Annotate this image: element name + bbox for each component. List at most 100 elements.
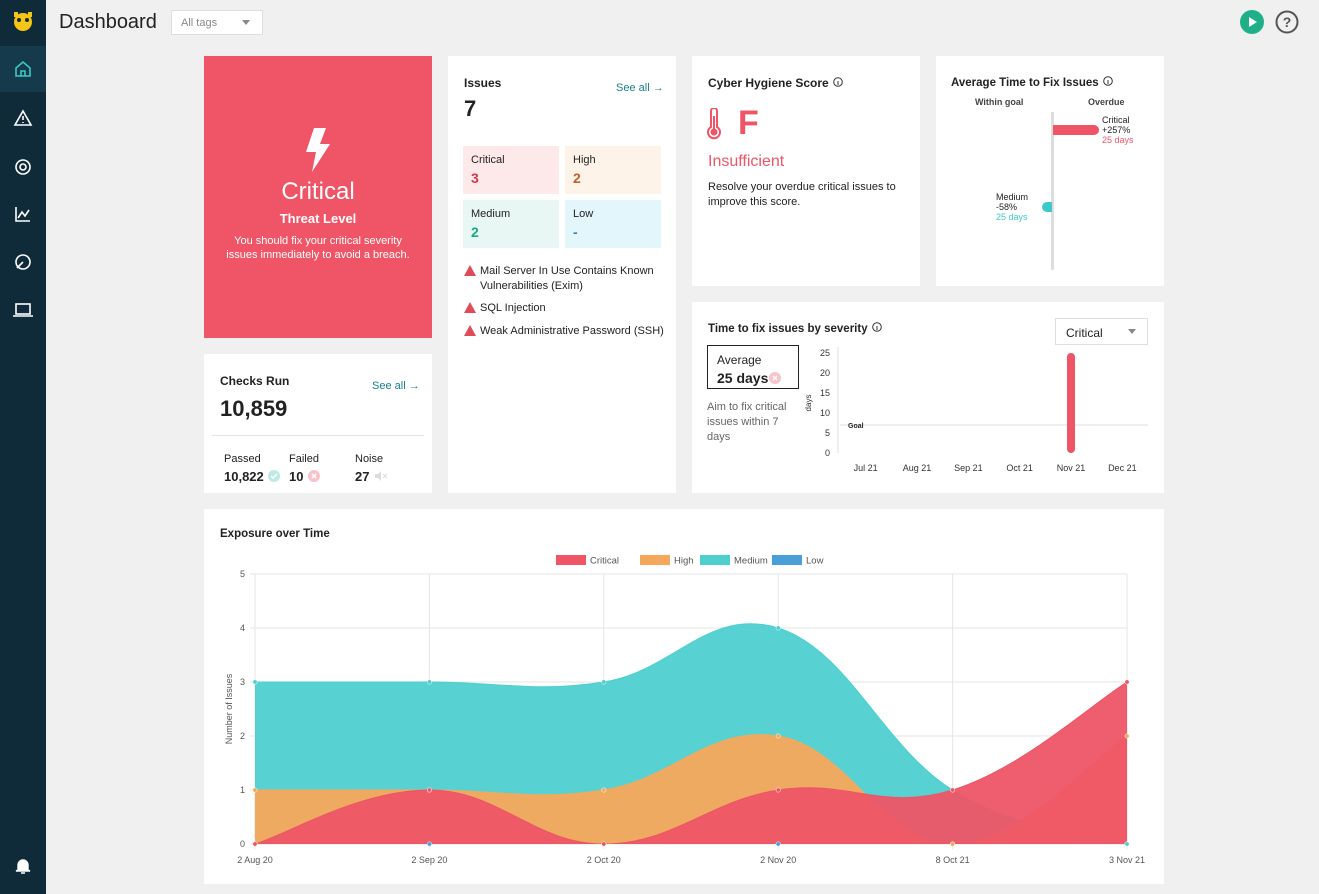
info-icon[interactable]	[832, 77, 843, 87]
check-label: Passed	[224, 453, 261, 465]
avg-time-card: Average Time to Fix Issues Within goal O…	[936, 56, 1164, 286]
y-tick-label: 1	[240, 785, 245, 795]
divider	[212, 435, 424, 436]
point	[252, 679, 258, 685]
issue-item[interactable]: Mail Server In Use Contains Known Vulner…	[480, 265, 654, 292]
goal-label: Goal	[848, 423, 864, 430]
severity-name: Critical	[471, 154, 505, 166]
overdue-label: Overdue	[1088, 97, 1125, 107]
legend-swatch	[556, 555, 586, 565]
y-axis-label: days	[804, 395, 813, 412]
x-tick-label: 8 Oct 21	[936, 855, 970, 865]
avg-time-title-text: Average Time to Fix Issues	[951, 77, 1099, 89]
severity-box[interactable]: Critical 3	[463, 146, 559, 194]
point	[601, 679, 607, 685]
point	[1124, 733, 1130, 739]
avg-item-change: +257%	[1102, 125, 1131, 135]
nav-devices[interactable]	[12, 300, 34, 320]
point	[601, 787, 607, 793]
x-tick-label: 3 Nov 21	[1109, 855, 1145, 865]
point	[775, 841, 781, 847]
average-box: Average 25 days	[707, 345, 799, 389]
hygiene-title-text: Cyber Hygiene Score	[708, 76, 829, 90]
run-button[interactable]	[1240, 10, 1264, 34]
avg-item: Critical +257% 25 days	[1102, 115, 1134, 145]
see-all-link[interactable]: See all →	[372, 376, 420, 394]
average-value: 25 days	[717, 370, 769, 386]
nav-issues[interactable]	[13, 108, 33, 128]
caret	[242, 20, 250, 25]
noise-icon	[375, 471, 388, 481]
threat-level: Critical	[281, 178, 355, 205]
thermometer-icon	[707, 108, 721, 140]
logo	[14, 12, 32, 31]
severity-box[interactable]: Medium 2	[463, 200, 559, 248]
warning-icon	[464, 325, 476, 336]
severity-box[interactable]: Low -	[565, 200, 661, 248]
x-tick-label: 2 Oct 20	[587, 855, 621, 865]
avg-item-name: Medium	[996, 192, 1029, 202]
severity-name: Medium	[471, 208, 511, 220]
nav-reports[interactable]	[13, 204, 33, 224]
y-tick-label: 0	[825, 448, 830, 458]
nav-home[interactable]	[13, 59, 33, 79]
nav-radar[interactable]	[13, 157, 33, 177]
check-value: 10,822	[224, 469, 264, 484]
nav-notifications[interactable]	[13, 856, 33, 876]
y-tick-label: 0	[240, 839, 245, 849]
severity-select[interactable]: Critical	[1055, 318, 1148, 345]
y-tick-label: 20	[820, 368, 830, 378]
x-tick-label: Nov 21	[1057, 463, 1086, 473]
y-tick-label: 5	[240, 569, 245, 579]
bar	[1067, 353, 1075, 453]
issue-item[interactable]: SQL Injection	[480, 302, 546, 314]
y-axis-label: Number of Issues	[224, 673, 234, 744]
point	[950, 841, 956, 847]
nav-active	[0, 46, 46, 92]
x-tick-label: Sep 21	[954, 463, 983, 473]
within-goal-label: Within goal	[975, 97, 1024, 107]
exposure-card: Exposure over Time 0 1 2 3 4 5 2 Aug 20 2 Sep 2…	[204, 509, 1164, 884]
severity-box[interactable]: High 2	[565, 146, 661, 194]
issue-item[interactable]: Weak Administrative Password (SSH)	[480, 325, 664, 337]
severity-value: 2	[471, 224, 479, 240]
avg-item-change: -58%	[996, 202, 1018, 212]
y-tick-label: 4	[240, 623, 245, 633]
area	[255, 681, 1127, 844]
tag-filter[interactable]: All tags	[171, 10, 263, 35]
critical-bar	[1053, 125, 1099, 135]
x-tick-label: Dec 21	[1108, 463, 1137, 473]
warning-icon	[464, 265, 476, 276]
point	[775, 625, 781, 631]
info-icon[interactable]	[1102, 76, 1113, 86]
ttf-chart: 0 5 10 15 20 25 days Goal Jul 21 Aug 21 Sep 21 Oct …	[804, 347, 1148, 473]
page-title: Dashboard	[59, 11, 157, 33]
nav-scan[interactable]	[13, 252, 33, 272]
legend-label: Critical	[590, 556, 619, 567]
average-label: Average	[717, 353, 762, 367]
severity-value: 2	[573, 170, 581, 186]
help-button[interactable]: ?	[1275, 10, 1299, 34]
x-tick-label: 2 Sep 20	[411, 855, 447, 865]
issues-count: 7	[464, 96, 477, 121]
hygiene-grade: F	[738, 104, 759, 142]
status-icon	[769, 372, 781, 384]
avg-time-title: Average Time to Fix Issues	[951, 76, 1113, 89]
severity-name: High	[573, 154, 596, 166]
caret	[1128, 329, 1136, 334]
hygiene-title: Cyber Hygiene Score	[708, 76, 843, 90]
severity-value: -	[573, 224, 578, 240]
legend-label: Low	[806, 556, 824, 567]
legend-swatch	[700, 555, 730, 565]
y-tick-label: 3	[240, 677, 245, 687]
x-tick-label: 2 Aug 20	[237, 855, 273, 865]
series-layer	[255, 623, 1127, 844]
check-value: 10	[289, 469, 304, 484]
info-icon[interactable]	[871, 322, 882, 332]
severity-select-text: Critical	[1066, 326, 1103, 340]
exposure-chart: 0 1 2 3 4 5 2 Aug 20 2 Sep 20 2 Oct 20 2 Nov 20 8 …	[224, 555, 1145, 865]
see-all-link[interactable]: See all →	[616, 78, 664, 96]
severity-name: Low	[573, 208, 594, 220]
avg-item-days: 25 days	[1102, 135, 1134, 145]
